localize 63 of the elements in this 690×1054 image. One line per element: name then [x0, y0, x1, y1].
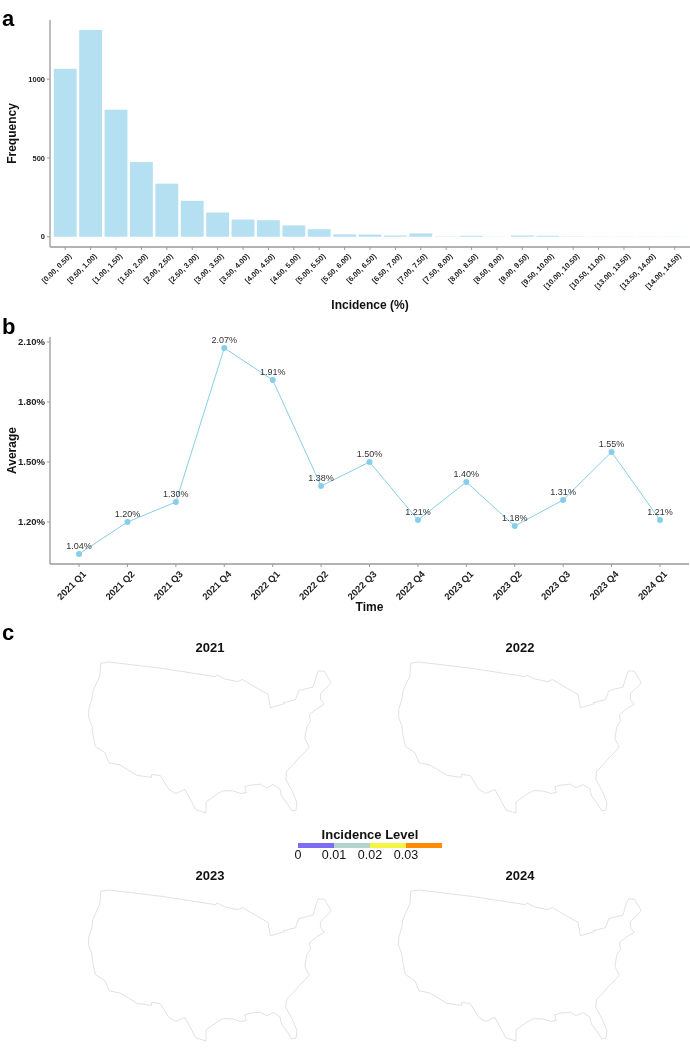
text: 2021	[195, 640, 225, 655]
data-label: 1.40%	[453, 469, 480, 479]
bar	[409, 233, 433, 237]
chart-title: Incidence Level	[321, 827, 419, 842]
text: 2024	[505, 868, 536, 883]
data-label: 1.30%	[163, 489, 189, 499]
data-label: 1.04%	[66, 541, 92, 551]
bar	[370, 843, 406, 848]
point	[366, 459, 373, 465]
data-label: 1.18%	[501, 513, 528, 523]
bar	[334, 843, 370, 848]
y-axis-title: Frequency	[5, 102, 19, 164]
bar	[231, 219, 255, 237]
x-tick-label: 0.01	[321, 848, 347, 862]
point	[269, 377, 276, 383]
x-tick-label: 0.03	[393, 848, 419, 862]
point	[608, 449, 615, 455]
point	[221, 345, 228, 351]
point	[560, 497, 567, 503]
data-label: 2.07%	[211, 335, 238, 345]
bar	[79, 29, 103, 237]
data-label: 1.91%	[259, 367, 286, 377]
bar	[180, 200, 204, 237]
y-tick-label: 1.20%	[18, 516, 46, 528]
bar	[104, 109, 128, 237]
bar	[298, 843, 334, 848]
data-label: 1.21%	[647, 507, 673, 517]
bar	[53, 68, 77, 237]
data-label: 1.38%	[308, 473, 334, 483]
x-axis-title: Incidence (%)	[331, 298, 409, 312]
bar	[155, 183, 179, 237]
x-tick-label: 0	[294, 848, 302, 862]
text: 2022	[505, 640, 535, 655]
point	[318, 483, 325, 489]
point	[172, 499, 179, 505]
point	[656, 517, 663, 523]
point	[511, 523, 518, 529]
y-tick-label: 1.50%	[18, 456, 46, 468]
point	[414, 517, 421, 523]
y-tick-label: 1.80%	[18, 396, 46, 408]
x-axis-title: Time	[355, 600, 384, 614]
x-tick-label: 0.02	[357, 848, 383, 862]
data-label: 1.55%	[598, 439, 625, 449]
text: b	[2, 314, 16, 339]
y-tick-label: 2.10%	[18, 336, 46, 348]
point	[463, 479, 470, 485]
y-axis-title: Average	[5, 426, 19, 474]
bar	[130, 162, 153, 237]
data-label: 1.20%	[114, 509, 141, 519]
data-label: 1.50%	[356, 449, 383, 459]
point	[76, 551, 83, 557]
text: a	[2, 6, 15, 31]
bar	[256, 220, 280, 237]
point	[124, 519, 131, 525]
text: c	[2, 620, 15, 645]
bar	[307, 229, 331, 237]
text: 2023	[195, 868, 225, 883]
data-label: 1.31%	[550, 487, 576, 497]
bar	[333, 234, 357, 237]
data-label: 1.21%	[405, 507, 431, 517]
bar	[406, 843, 442, 848]
bar	[282, 225, 306, 237]
bar	[206, 212, 230, 237]
